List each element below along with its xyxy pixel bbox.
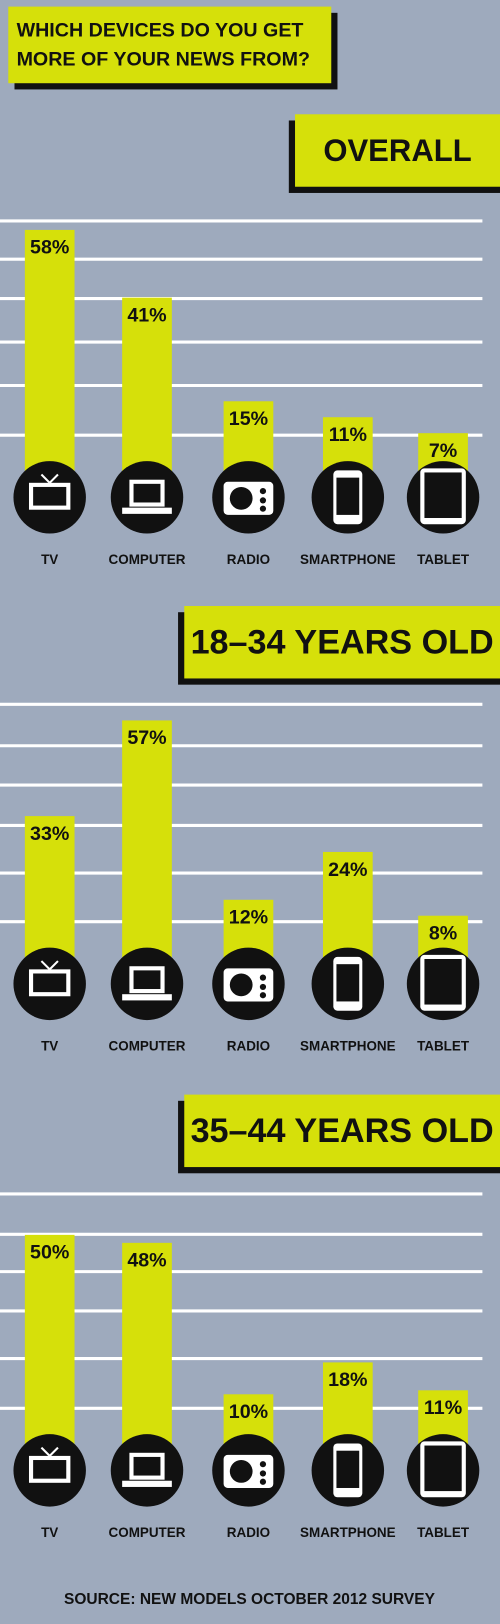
- value-label: 11%: [329, 424, 367, 446]
- bar: [122, 720, 172, 984]
- value-label: 15%: [229, 408, 268, 430]
- category-label: RADIO: [227, 552, 270, 567]
- icon: [336, 1450, 360, 1488]
- header-box: [184, 1094, 500, 1168]
- icon: [40, 1446, 51, 1457]
- value-label: 58%: [30, 237, 69, 259]
- category-label: SMARTPHONE: [300, 1525, 396, 1540]
- icon: [133, 1456, 161, 1476]
- icon: [48, 473, 59, 484]
- icon: [133, 483, 161, 503]
- header-box: [184, 605, 500, 679]
- panel-title: 35–44 YEARS OLD: [191, 1112, 494, 1150]
- icon: [336, 477, 360, 515]
- header-box: [295, 114, 500, 187]
- icon: [122, 1480, 172, 1487]
- category-label: SMARTPHONE: [300, 552, 396, 567]
- category-label: TABLET: [417, 552, 470, 567]
- bar: [122, 1242, 172, 1471]
- icon: [40, 960, 51, 971]
- value-label: 18%: [328, 1369, 367, 1391]
- icon: [259, 974, 267, 981]
- bar: [24, 229, 75, 498]
- icon: [259, 1478, 267, 1485]
- value-label: 24%: [328, 859, 367, 881]
- value-label: 50%: [30, 1242, 69, 1264]
- panel-title: 18–34 YEARS OLD: [191, 623, 494, 661]
- icon: [229, 486, 253, 510]
- category-label: COMPUTER: [109, 552, 186, 567]
- icon: [424, 958, 462, 1005]
- category-label: COMPUTER: [109, 1525, 186, 1540]
- value-label: 8%: [429, 923, 457, 945]
- category-label: RADIO: [227, 1525, 270, 1540]
- panel-title: OVERALL: [323, 133, 471, 168]
- icon: [259, 1470, 267, 1477]
- icon: [133, 970, 161, 990]
- icon: [259, 1461, 267, 1468]
- category-label: TV: [41, 1525, 58, 1540]
- category-label: TABLET: [417, 1525, 470, 1540]
- category-label: TABLET: [417, 1039, 470, 1054]
- source: SOURCE: NEW MODELS OCTOBER 2012 SURVEY: [64, 1591, 436, 1608]
- icon: [259, 487, 267, 495]
- category-label: RADIO: [227, 1039, 270, 1054]
- value-label: 41%: [127, 304, 166, 326]
- icon: [48, 960, 59, 971]
- icon: [33, 486, 67, 506]
- icon: [259, 983, 267, 991]
- icon: [33, 1460, 67, 1479]
- title-box: [8, 6, 332, 84]
- value-label: 7%: [429, 440, 457, 462]
- icon: [259, 992, 267, 999]
- icon: [122, 507, 172, 514]
- bar: [24, 1234, 75, 1471]
- icon: [33, 973, 67, 993]
- title-line: WHICH DEVICES DO YOU GET: [17, 20, 304, 42]
- icon: [122, 994, 172, 1001]
- category-label: SMARTPHONE: [300, 1039, 396, 1054]
- icon: [424, 472, 462, 519]
- icon: [40, 473, 51, 484]
- title-line: MORE OF YOUR NEWS FROM?: [17, 49, 310, 71]
- value-label: 10%: [229, 1401, 268, 1423]
- icon: [259, 505, 267, 512]
- icon: [48, 1446, 59, 1457]
- category-label: TV: [41, 1039, 58, 1054]
- value-label: 33%: [30, 823, 69, 845]
- value-label: 48%: [127, 1250, 166, 1272]
- value-label: 11%: [424, 1397, 462, 1419]
- category-label: COMPUTER: [109, 1039, 186, 1054]
- value-label: 57%: [127, 727, 166, 749]
- category-label: TV: [41, 552, 58, 567]
- icon: [424, 1445, 462, 1492]
- icon: [336, 964, 360, 1002]
- value-label: 12%: [229, 907, 268, 929]
- icon: [229, 973, 253, 997]
- icon: [259, 497, 267, 504]
- icon: [229, 1460, 253, 1483]
